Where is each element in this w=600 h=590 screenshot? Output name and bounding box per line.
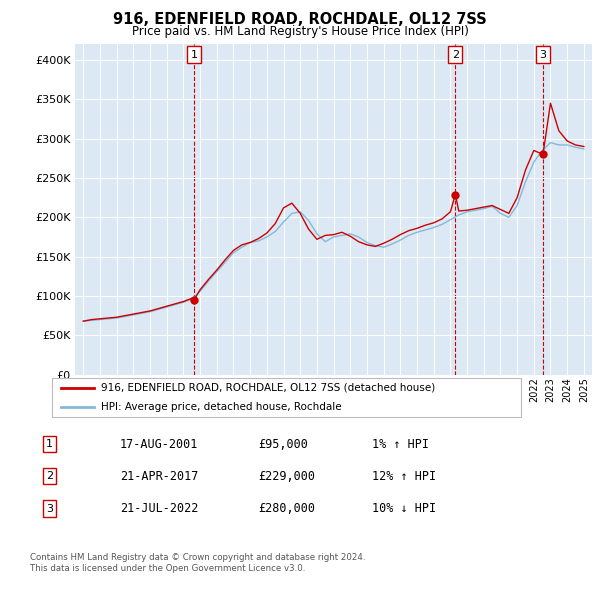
- Text: 17-AUG-2001: 17-AUG-2001: [120, 438, 199, 451]
- FancyBboxPatch shape: [52, 378, 521, 417]
- Text: This data is licensed under the Open Government Licence v3.0.: This data is licensed under the Open Gov…: [30, 565, 305, 573]
- Text: Price paid vs. HM Land Registry's House Price Index (HPI): Price paid vs. HM Land Registry's House …: [131, 25, 469, 38]
- Text: 916, EDENFIELD ROAD, ROCHDALE, OL12 7SS: 916, EDENFIELD ROAD, ROCHDALE, OL12 7SS: [113, 12, 487, 27]
- Text: 21-APR-2017: 21-APR-2017: [120, 470, 199, 483]
- Text: 12% ↑ HPI: 12% ↑ HPI: [372, 470, 436, 483]
- Text: HPI: Average price, detached house, Rochdale: HPI: Average price, detached house, Roch…: [101, 402, 342, 412]
- Text: £95,000: £95,000: [258, 438, 308, 451]
- Text: 3: 3: [46, 504, 53, 513]
- Text: 1: 1: [46, 440, 53, 449]
- Text: £229,000: £229,000: [258, 470, 315, 483]
- Text: £280,000: £280,000: [258, 502, 315, 515]
- Text: 1: 1: [190, 50, 197, 60]
- Text: 3: 3: [539, 50, 547, 60]
- Text: 2: 2: [46, 471, 53, 481]
- Text: 1% ↑ HPI: 1% ↑ HPI: [372, 438, 429, 451]
- Text: 21-JUL-2022: 21-JUL-2022: [120, 502, 199, 515]
- Text: 10% ↓ HPI: 10% ↓ HPI: [372, 502, 436, 515]
- Text: 2: 2: [452, 50, 459, 60]
- Text: 916, EDENFIELD ROAD, ROCHDALE, OL12 7SS (detached house): 916, EDENFIELD ROAD, ROCHDALE, OL12 7SS …: [101, 383, 436, 393]
- Text: Contains HM Land Registry data © Crown copyright and database right 2024.: Contains HM Land Registry data © Crown c…: [30, 553, 365, 562]
